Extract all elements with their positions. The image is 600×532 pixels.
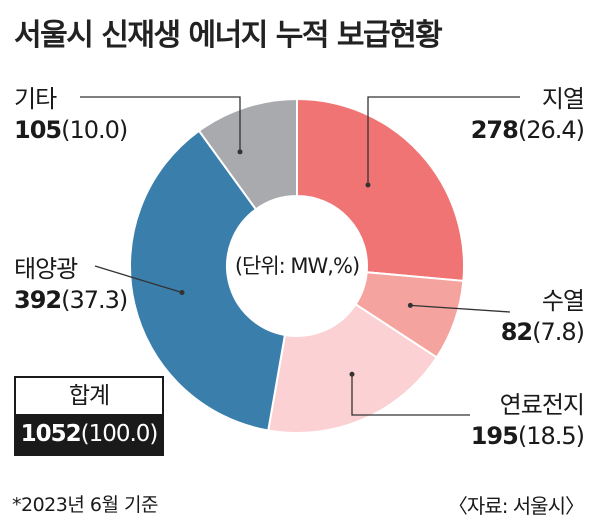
leader-dot-solar xyxy=(179,290,185,296)
slice-label-other: 기타 105(10.0) xyxy=(14,84,128,146)
slice-label-fuel-cell: 연료전지 195(18.5) xyxy=(470,390,585,452)
leader-dot-hydrothermal xyxy=(407,302,413,308)
slice-value: 82 xyxy=(500,318,533,346)
footnote: *2023년 6월 기준 xyxy=(12,494,158,516)
slice-name: 수열 xyxy=(541,287,585,315)
slice-value: 105 xyxy=(14,116,62,144)
chart-title: 서울시 신재생 에너지 누적 보급현황 xyxy=(14,18,443,53)
slice-value: 195 xyxy=(470,422,519,450)
leader-line-geothermal xyxy=(367,96,520,186)
slice-value: 278 xyxy=(470,116,519,144)
total-box: 합계 1052(100.0) xyxy=(14,376,164,456)
source: 〈자료: 서울시〉 xyxy=(447,494,585,518)
total-value-row: 1052(100.0) xyxy=(16,414,162,454)
slice-percent: (10.0) xyxy=(61,116,128,144)
slice-percent: (7.8) xyxy=(532,318,585,346)
slice-label-solar: 태양광 392(37.3) xyxy=(14,254,128,316)
leader-line-solar xyxy=(94,265,183,294)
total-percent: (100.0) xyxy=(80,421,159,447)
slice-name: 기타 xyxy=(14,85,57,113)
donut-hole xyxy=(227,196,367,336)
slice-value: 392 xyxy=(14,286,62,314)
unit-label: (단위: MW,%) xyxy=(234,254,360,278)
leader-line-hydrothermal xyxy=(410,304,511,313)
leader-dot-fuel-cell xyxy=(349,371,355,377)
leader-line-fuel-cell xyxy=(351,374,470,416)
slice-percent: (37.3) xyxy=(61,286,128,314)
slice-label-geothermal: 지열 278(26.4) xyxy=(470,84,585,146)
total-value: 1052 xyxy=(20,421,82,447)
total-label: 합계 xyxy=(16,378,162,414)
slice-percent: (26.4) xyxy=(517,116,585,144)
leader-line-other xyxy=(80,96,241,152)
slice-name: 지열 xyxy=(541,85,585,113)
slice-label-hydrothermal: 수열 82(7.8) xyxy=(500,286,585,348)
leader-dot-geothermal xyxy=(365,182,371,188)
leader-dot-other xyxy=(237,149,243,155)
slice-name: 연료전지 xyxy=(499,391,585,419)
slice-percent: (18.5) xyxy=(517,422,585,450)
slice-name: 태양광 xyxy=(14,255,78,283)
